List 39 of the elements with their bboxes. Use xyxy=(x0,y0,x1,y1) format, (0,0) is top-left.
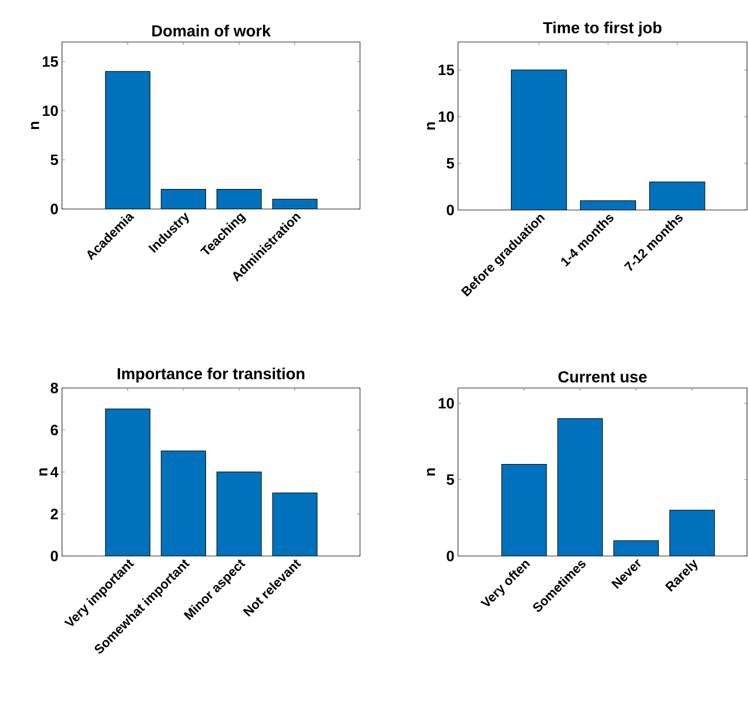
y-tick-label: 8 xyxy=(50,382,58,394)
y-tick-label: 5 xyxy=(446,158,454,169)
bar xyxy=(613,540,659,556)
bar xyxy=(580,200,636,210)
y-axis-title: n xyxy=(30,122,40,130)
y-tick-label: 2 xyxy=(50,508,58,520)
y-tick-label: 6 xyxy=(50,424,58,436)
chart-title: Time to first job xyxy=(543,22,662,36)
y-tick-label: 5 xyxy=(50,154,58,166)
bar xyxy=(669,510,715,556)
bar xyxy=(216,472,262,556)
y-tick-label: 0 xyxy=(446,550,454,562)
bar xyxy=(105,408,150,556)
bar xyxy=(160,450,206,556)
y-tick-label: 0 xyxy=(446,204,454,216)
y-tick-label: 0 xyxy=(50,204,58,214)
bar xyxy=(160,189,206,209)
y-tick-label: 10 xyxy=(438,398,454,409)
chart-title: Current use xyxy=(558,371,647,382)
y-axis-title: n xyxy=(426,468,436,476)
bar xyxy=(272,492,318,556)
y-tick-label: 0 xyxy=(50,550,58,562)
y-tick-label: 4 xyxy=(50,466,58,478)
bar xyxy=(557,418,603,556)
y-axis-title: n xyxy=(39,468,48,476)
y-tick-label: 15 xyxy=(438,64,454,76)
chart-title: Domain of work xyxy=(152,24,271,36)
y-tick-label: 10 xyxy=(438,111,454,122)
bar xyxy=(216,189,262,209)
y-tick-label: 15 xyxy=(42,56,58,67)
y-tick-label: 10 xyxy=(42,105,58,116)
bar xyxy=(105,71,150,209)
bar xyxy=(272,198,318,209)
bar xyxy=(649,182,706,210)
bar xyxy=(510,70,567,210)
y-axis-title: n xyxy=(426,122,436,130)
y-tick-label: 5 xyxy=(446,474,454,485)
chart-title: Importance for transition xyxy=(118,368,304,382)
bar xyxy=(501,464,547,556)
